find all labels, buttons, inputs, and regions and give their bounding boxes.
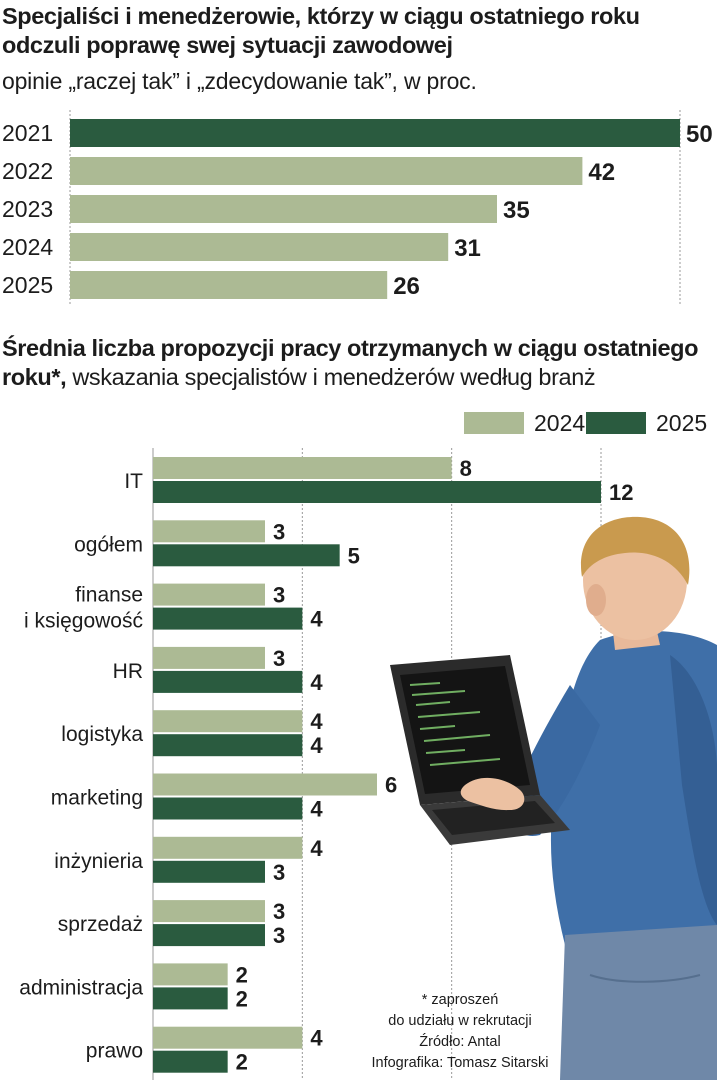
chart2-category-label: inżynieria xyxy=(54,850,143,873)
chart2-bar-2024 xyxy=(153,520,265,543)
chart1-category-label: 2023 xyxy=(2,196,53,222)
chart2-value-label: 3 xyxy=(273,923,285,948)
chart2-bar-2024 xyxy=(153,583,265,606)
legend-item-2024: 2024 xyxy=(464,410,585,436)
chart2-value-label: 4 xyxy=(310,836,323,861)
footnote-asterisk-line2: do udziału w rekrutacji xyxy=(388,1013,532,1029)
chart2-category-label: ogółem xyxy=(74,533,143,556)
chart2-bar-2025 xyxy=(153,987,228,1010)
chart2-value-label: 3 xyxy=(273,519,285,544)
chart2-bar-2025 xyxy=(153,481,601,503)
legend-swatch-2025 xyxy=(586,412,646,434)
chart2-value-label: 2 xyxy=(236,962,248,987)
chart1-value-label: 26 xyxy=(393,273,420,300)
chart1-bar xyxy=(70,233,449,261)
chart2-category-label: finanse i księgowość xyxy=(24,584,143,633)
chart2-category-label: logistyka xyxy=(61,723,143,746)
chart1-category-label: 2024 xyxy=(2,234,53,260)
chart1-bar xyxy=(70,157,583,185)
chart2-bar-2025 xyxy=(153,607,303,630)
chart2-bar-2024 xyxy=(153,710,303,733)
chart2-value-label: 3 xyxy=(273,583,285,608)
chart2-bar-2025 xyxy=(153,797,303,820)
chart1-subtitle: opinie „raczej tak” i „zdecydowanie tak”… xyxy=(2,68,477,94)
chart2-bar-2025 xyxy=(153,924,265,947)
chart2-value-label: 4 xyxy=(310,733,323,758)
chart1-plot: 2021 50 2022 42 2023 35 2024 31 2025 26 xyxy=(2,110,713,306)
footnote-asterisk-line1: * zaproszeń xyxy=(421,992,499,1008)
chart1-bar xyxy=(70,271,388,299)
chart1-title: Specjaliści i menedżerowie, którzy w cią… xyxy=(2,3,640,58)
chart2-category-label: prawo xyxy=(86,1040,143,1063)
laptop-icon xyxy=(390,655,570,845)
chart2-bar-2024 xyxy=(153,836,303,859)
chart2-value-label: 3 xyxy=(273,899,285,924)
chart2-value-label: 4 xyxy=(310,607,323,632)
chart1-value-label: 31 xyxy=(454,235,481,262)
legend-item-2025: 2025 xyxy=(586,410,707,436)
chart2-bar-2024 xyxy=(153,646,265,669)
chart2-bar-2024 xyxy=(153,1026,303,1049)
chart2-category-label: sprzedaż xyxy=(58,913,143,936)
legend-swatch-2024 xyxy=(464,412,524,434)
chart1-value-label: 50 xyxy=(686,121,713,148)
chart2-value-label: 2 xyxy=(236,986,248,1011)
chart2-value-label: 2 xyxy=(236,1050,248,1075)
chart1-value-label: 35 xyxy=(503,197,530,224)
chart2-category-label: IT xyxy=(124,470,143,493)
chart2-bar-2025 xyxy=(153,670,303,693)
chart2-title-bold: Średnia liczba propozycji pracy otrzyman… xyxy=(2,335,699,390)
chart2-bar-2024 xyxy=(153,457,452,479)
chart2-value-label: 4 xyxy=(310,670,323,695)
chart2-title: Średnia liczba propozycji pracy otrzyman… xyxy=(2,334,717,392)
chart2-bar-2025 xyxy=(153,1050,228,1073)
chart2-bar-2025 xyxy=(153,544,340,567)
chart2-bar-2024 xyxy=(153,963,228,986)
credit-label: Infografika: Tomasz Sitarski xyxy=(371,1055,549,1071)
chart1-bar xyxy=(70,119,680,147)
chart1-bar xyxy=(70,195,497,223)
chart1-category-label: 2022 xyxy=(2,158,53,184)
chart2-bar-2024 xyxy=(153,900,265,923)
legend-label-2024: 2024 xyxy=(534,409,586,436)
person-with-laptop-illustration xyxy=(390,516,717,1080)
person-hair-icon xyxy=(580,516,690,585)
chart2-title-rest: wskazania specjalistów i menedżerów wedł… xyxy=(72,364,596,390)
chart2-value-label: 4 xyxy=(310,709,323,734)
chart2-value-label: 12 xyxy=(609,480,633,505)
chart2-bar-2025 xyxy=(153,734,303,757)
chart2-value-label: 3 xyxy=(273,860,285,885)
chart2-category-label: administracja xyxy=(19,976,143,999)
chart2-footnote: * zaproszeń do udziału w rekrutacji Źród… xyxy=(345,990,575,1074)
chart2-value-label: 4 xyxy=(310,1026,323,1051)
legend-label-2025: 2025 xyxy=(656,409,708,436)
chart1-category-label: 2025 xyxy=(2,272,53,298)
chart1-value-label: 42 xyxy=(588,159,615,186)
chart2-value-label: 5 xyxy=(348,543,360,568)
chart2-value-label: 4 xyxy=(310,797,323,822)
chart2-bar-2024 xyxy=(153,773,377,796)
chart2-category-label: HR xyxy=(113,660,143,683)
person-jeans-icon xyxy=(560,925,717,1080)
chart2-value-label: 6 xyxy=(385,773,397,798)
chart2-value-label: 3 xyxy=(273,646,285,671)
person-hand-icon xyxy=(460,777,525,811)
chart2-value-label: 8 xyxy=(460,456,472,481)
chart1-category-label: 2021 xyxy=(2,120,53,146)
source-label: Źródło: Antal xyxy=(419,1034,501,1050)
chart2-category-label: marketing xyxy=(51,787,143,810)
chart2-bar-2025 xyxy=(153,860,265,883)
